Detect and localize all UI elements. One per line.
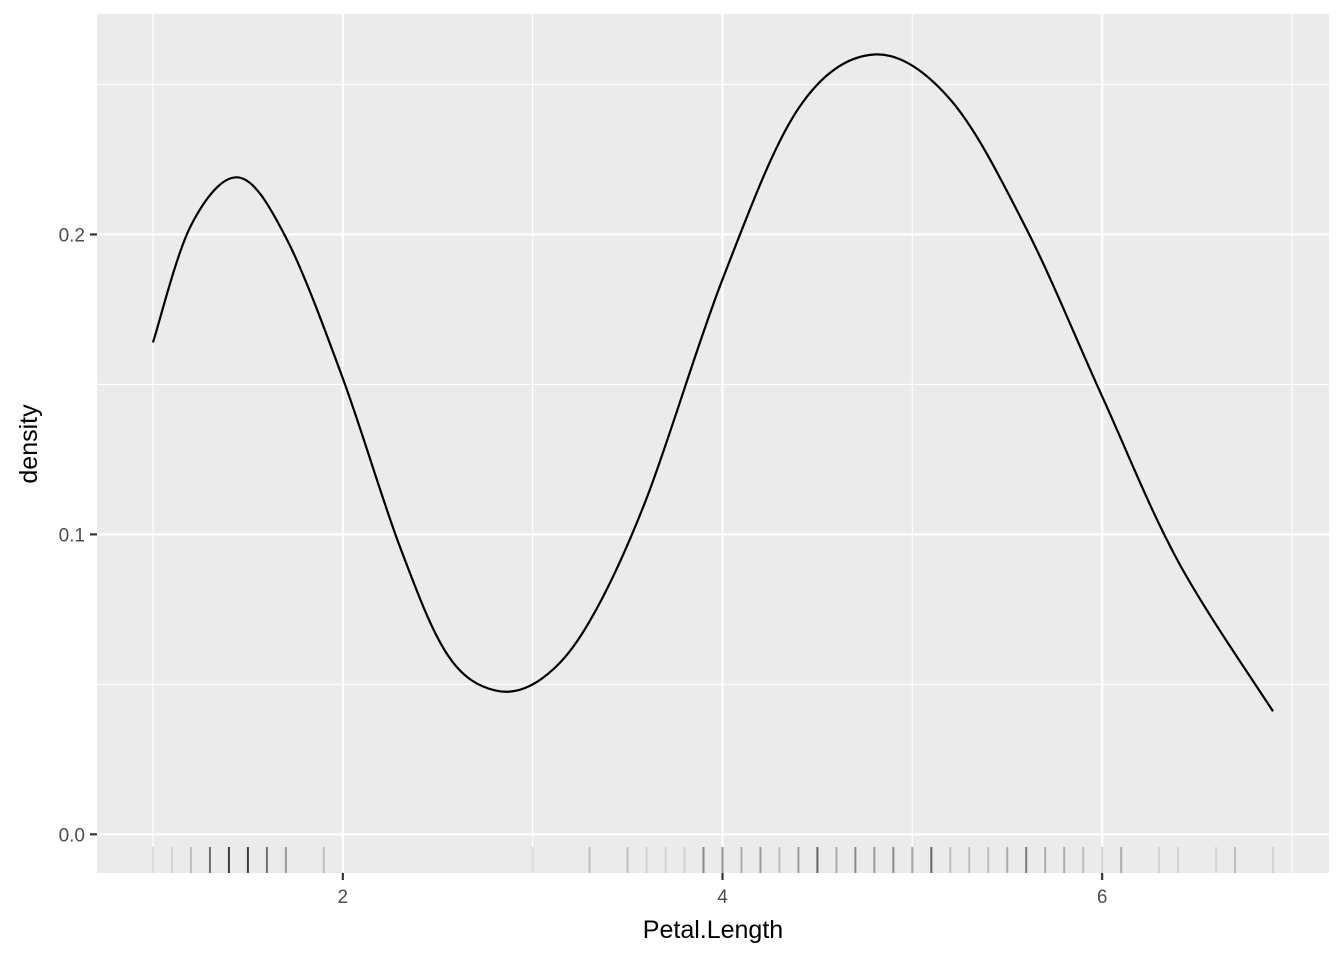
panel-background bbox=[97, 14, 1329, 873]
y-tick-label: 0.1 bbox=[59, 525, 85, 546]
y-tick-label: 0.2 bbox=[59, 225, 85, 246]
x-axis-ticks: 2 4 6 bbox=[338, 873, 1108, 908]
x-axis-title: Petal.Length bbox=[643, 916, 783, 944]
x-tick-label: 2 bbox=[338, 887, 349, 908]
minor-gridlines bbox=[97, 14, 1329, 873]
x-tick-label: 6 bbox=[1097, 887, 1108, 908]
density-curve bbox=[151, 53, 1274, 712]
rug-marks bbox=[152, 847, 1274, 873]
major-gridlines bbox=[97, 14, 1329, 873]
x-tick-label: 4 bbox=[717, 887, 728, 908]
y-axis-ticks: 0.0 0.1 0.2 bbox=[59, 225, 97, 846]
y-axis-title: density bbox=[15, 404, 43, 484]
y-tick-label: 0.0 bbox=[59, 825, 85, 846]
